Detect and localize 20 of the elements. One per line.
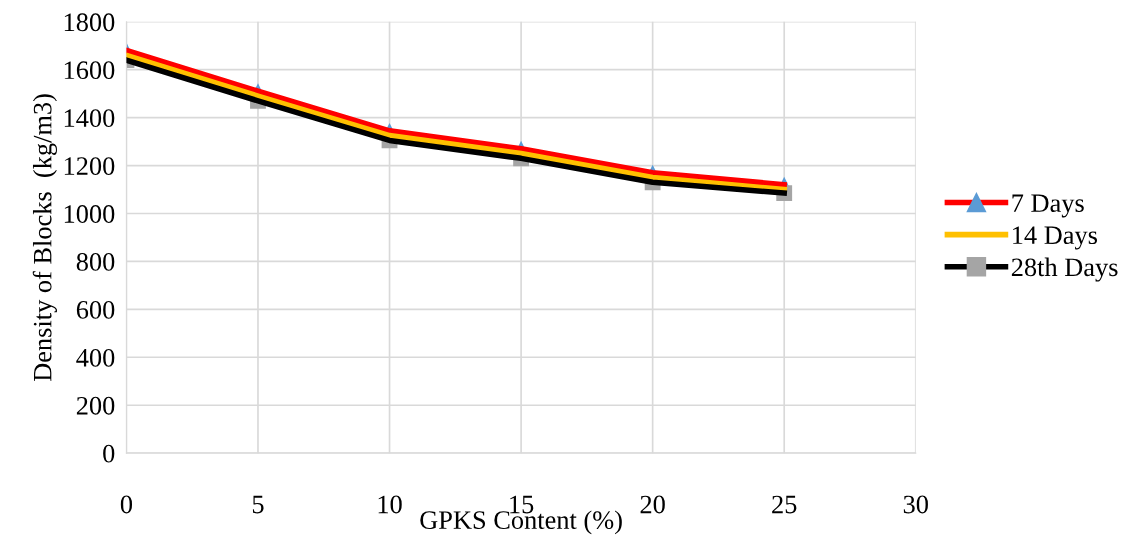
x-tick-label: 25 [772, 495, 797, 514]
x-tick-label: 20 [640, 495, 665, 514]
y-tick-label: 1000 [64, 205, 115, 223]
y-tick-label: 800 [76, 253, 115, 271]
y-tick-label: 1400 [64, 109, 115, 128]
x-tick-label: 10 [378, 495, 402, 514]
x-tick-label: 30 [903, 495, 928, 514]
legend-label: 7 Days [1012, 194, 1084, 218]
y-axis-title: Density of Blocks (kg/m3) [32, 94, 57, 382]
y-tick-label: 400 [76, 348, 115, 367]
y-tick-label: 0 [103, 444, 115, 463]
y-tick-label: 1200 [64, 157, 115, 175]
x-tick-label: 0 [120, 495, 133, 514]
legend-label: 14 Days [1013, 226, 1097, 250]
y-tick-label: 1800 [64, 13, 115, 32]
legend-label: 28th Days [1011, 257, 1118, 282]
y-tick-label: 200 [76, 396, 115, 415]
x-tick-label: 5 [252, 495, 264, 514]
y-tick-label: 600 [76, 300, 115, 319]
y-tick-label: 1600 [64, 61, 115, 80]
